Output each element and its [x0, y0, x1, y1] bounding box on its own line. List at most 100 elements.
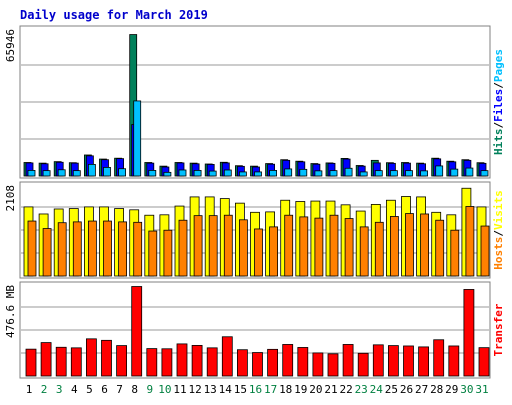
- pages-bar: [57, 169, 66, 177]
- pages-bar: [254, 171, 262, 177]
- max-value-label: 65946: [4, 29, 17, 62]
- transfer-bar: [40, 342, 52, 377]
- hosts-bar: [359, 226, 369, 277]
- transfer-bar: [116, 345, 127, 377]
- pages-bar: [420, 170, 429, 177]
- hosts-bar: [88, 220, 97, 277]
- transfer-bar: [463, 289, 475, 377]
- transfer-bar: [191, 344, 203, 377]
- transfer-bar: [221, 336, 233, 377]
- transfer-bar: [433, 339, 445, 377]
- day-label: 29: [445, 383, 458, 396]
- day-label: 18: [279, 383, 292, 396]
- day-label: 28: [430, 383, 443, 396]
- transfer-panel-frame: [19, 281, 491, 379]
- hosts-bar: [27, 220, 37, 277]
- day-label: 22: [339, 383, 352, 396]
- day-label: 1: [26, 383, 33, 396]
- pages-bar: [27, 170, 36, 177]
- hosts-bar: [480, 225, 490, 277]
- axis-labels: 1 2 3 4 5 6 7 8 9 10 11 12 13 14 15 16 17 18 19 20 21 22 23 24 2…: [4, 29, 505, 396]
- day-label: 24: [370, 383, 384, 396]
- transfer-bar: [131, 286, 143, 377]
- pages-bar: [269, 170, 278, 177]
- hosts-bar: [465, 206, 475, 277]
- transfer-bar: [70, 347, 82, 377]
- day-label: 20: [309, 383, 322, 396]
- visits-panel-frame: [19, 181, 491, 279]
- series-label: Hits/Files/Pages: [492, 49, 505, 155]
- pages-bar: [329, 170, 338, 177]
- day-label: 6: [101, 383, 108, 396]
- day-label: 12: [188, 383, 201, 396]
- day-label: 13: [204, 383, 217, 396]
- hosts-bar: [178, 219, 188, 277]
- transfer-bar: [252, 352, 263, 377]
- pages-bar: [284, 168, 293, 177]
- pages-bar: [405, 170, 413, 177]
- hosts-bar: [435, 219, 445, 277]
- transfer-bar: [101, 339, 112, 377]
- day-label: 19: [294, 383, 307, 396]
- pages-bar: [103, 167, 111, 177]
- pages-bar: [148, 170, 157, 177]
- transfer-bar: [297, 347, 309, 377]
- pages-bar: [299, 168, 308, 177]
- day-label: 11: [173, 383, 186, 396]
- day-label: 21: [324, 383, 337, 396]
- pages-bar: [88, 164, 96, 177]
- pages-bar: [435, 165, 444, 177]
- pages-bar: [178, 169, 187, 177]
- hosts-bar: [118, 221, 127, 277]
- transfer-bar: [282, 344, 294, 377]
- pages-bar: [450, 168, 459, 177]
- hosts-bar: [57, 222, 67, 277]
- transfer-bar: [161, 348, 173, 377]
- pages-bar: [208, 170, 217, 177]
- day-label: 26: [400, 383, 413, 396]
- transfer-bar: [267, 348, 279, 377]
- hosts-bar: [193, 215, 203, 277]
- transfer-bar: [236, 349, 248, 377]
- series-label: Transfer: [492, 303, 505, 356]
- hosts-bar: [163, 229, 173, 277]
- transfer-bar: [418, 346, 430, 377]
- day-label: 30: [460, 383, 473, 396]
- day-label: 16: [249, 383, 262, 396]
- pages-bar: [163, 171, 172, 177]
- day-label: 9: [146, 383, 153, 396]
- pages-bar: [133, 100, 142, 177]
- series-label: Hosts/Visits: [492, 190, 505, 270]
- transfer-bar: [55, 346, 67, 377]
- hosts-bar: [314, 217, 324, 277]
- hosts-bar: [238, 219, 248, 277]
- transfer-bar: [357, 352, 369, 377]
- transfer-bar: [342, 344, 354, 377]
- transfer-bar: [478, 347, 490, 377]
- day-label: 14: [219, 383, 233, 396]
- max-value-label: 476.6 MB: [4, 285, 17, 338]
- pages-bar: [118, 168, 126, 177]
- bars: [23, 34, 490, 377]
- transfer-bar: [206, 347, 218, 377]
- hosts-bar: [223, 214, 233, 277]
- hosts-bar: [284, 214, 294, 277]
- pages-bar: [223, 169, 232, 177]
- pages-bar: [314, 170, 323, 177]
- transfer-bar: [312, 352, 324, 377]
- hosts-bar: [133, 221, 143, 277]
- day-label: 2: [41, 383, 48, 396]
- pages-bar: [359, 171, 368, 177]
- day-label: 8: [131, 383, 138, 396]
- hosts-bar: [299, 216, 309, 277]
- hosts-bar: [72, 221, 82, 277]
- hosts-bar: [405, 213, 414, 277]
- hosts-bar: [329, 214, 339, 277]
- transfer-bar: [387, 345, 399, 377]
- pages-bar: [374, 170, 383, 177]
- transfer-bar: [25, 348, 37, 377]
- pages-bar: [480, 170, 489, 177]
- transfer-bar: [327, 353, 339, 377]
- transfer-bar: [176, 343, 188, 377]
